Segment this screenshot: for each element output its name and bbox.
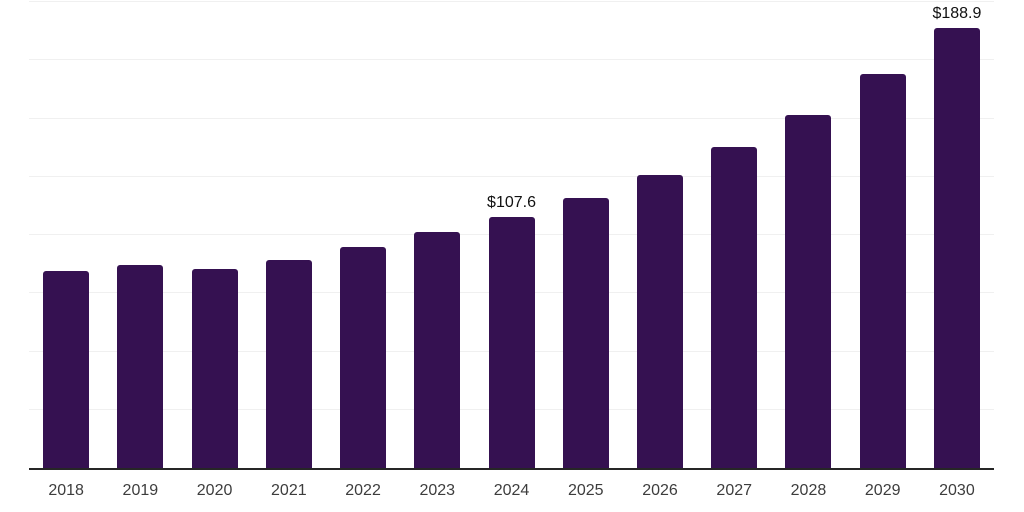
- gridline-150: [29, 117, 994, 119]
- x-tick-label-2018: 2018: [48, 482, 84, 499]
- x-tick-label-2023: 2023: [419, 482, 456, 499]
- x-tick-label-2028: 2028: [790, 482, 827, 499]
- bar-2029: [859, 74, 906, 468]
- bar-slot-2022: [326, 2, 400, 468]
- bar-2026: [636, 175, 683, 468]
- data-label-2030: $188.9: [932, 4, 982, 22]
- x-tick-label-2020: 2020: [196, 482, 233, 499]
- x-tick-label-2025: 2025: [567, 482, 604, 499]
- x-tick-label-2024: 2024: [493, 482, 530, 499]
- bar-2028: [785, 115, 832, 468]
- bar-2021: [265, 259, 312, 468]
- data-label-2024: $107.6: [487, 194, 536, 212]
- gridline-175: [29, 59, 994, 61]
- bars: $107.6 $188.9: [29, 2, 994, 468]
- bar-2019: [117, 264, 164, 468]
- bar-slot-2018: [29, 2, 103, 468]
- bar-slot-2030: $188.9: [920, 2, 994, 468]
- bar-slot-2021: [252, 2, 326, 468]
- bar-2022: [340, 246, 387, 468]
- x-tick-label-2029: 2029: [864, 482, 901, 499]
- x-tick-label-2022: 2022: [345, 482, 381, 499]
- bar-2023: [414, 232, 461, 468]
- bar-slot-2027: [697, 2, 771, 468]
- x-tick-label-2027: 2027: [716, 482, 753, 499]
- plot-area: $107.6 $188.9: [29, 1, 994, 470]
- bar-slot-2025: [549, 2, 623, 468]
- bar-2030: [933, 27, 980, 468]
- bar-2025: [562, 197, 609, 468]
- x-tick-label-2021: 2021: [271, 482, 307, 499]
- bar-slot-2019: [103, 2, 177, 468]
- gridline-125: [29, 175, 994, 177]
- bar-slot-2020: [177, 2, 251, 468]
- bar-slot-2028: [771, 2, 845, 468]
- x-tick-label-2030: 2030: [939, 482, 975, 499]
- bar-slot-2024: $107.6: [474, 2, 548, 468]
- bar-slot-2029: [846, 2, 920, 468]
- x-axis-labels: 2018 2019 2020 2021 2022 2023 2024 2025 2026 2027…: [29, 482, 994, 500]
- bar-2027: [711, 147, 758, 468]
- x-tick-label-2026: 2026: [642, 482, 678, 499]
- gridline-200: [29, 1, 994, 2]
- x-tick-label-2019: 2019: [122, 482, 159, 499]
- bar-2020: [191, 268, 238, 468]
- bar-2018: [43, 271, 90, 468]
- bar-2024: [488, 217, 535, 468]
- x-axis-line: [29, 468, 994, 470]
- bar-slot-2023: [400, 2, 474, 468]
- bar-slot-2026: [623, 2, 697, 468]
